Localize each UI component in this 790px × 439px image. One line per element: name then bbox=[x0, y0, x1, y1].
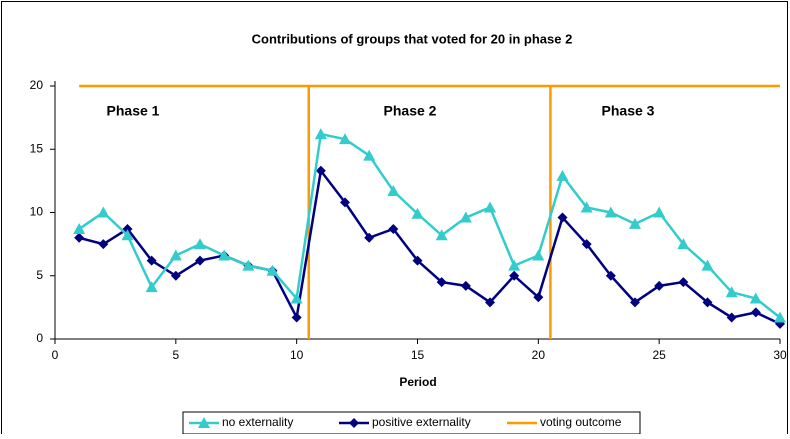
y-tick-label: 10 bbox=[30, 205, 44, 219]
x-tick-label: 10 bbox=[290, 348, 304, 362]
legend-label: voting outcome bbox=[540, 415, 622, 429]
x-tick-label: 30 bbox=[773, 348, 787, 362]
data-point bbox=[435, 229, 448, 241]
data-point bbox=[242, 259, 255, 271]
data-point bbox=[532, 249, 545, 261]
y-tick-label: 5 bbox=[36, 268, 43, 282]
data-point bbox=[581, 239, 592, 250]
data-point bbox=[363, 149, 376, 161]
data-point bbox=[97, 206, 110, 218]
y-tick-label: 0 bbox=[36, 331, 43, 345]
data-point bbox=[121, 229, 134, 241]
series-line bbox=[79, 84, 780, 339]
data-point bbox=[218, 249, 231, 261]
y-tick-label: 20 bbox=[30, 78, 44, 92]
data-point bbox=[340, 197, 350, 208]
data-point bbox=[412, 255, 423, 266]
legend-marker bbox=[349, 418, 359, 428]
legend-marker bbox=[198, 417, 210, 428]
data-point bbox=[195, 255, 205, 266]
data-point bbox=[556, 169, 569, 181]
data-point bbox=[725, 286, 738, 298]
data-point bbox=[509, 270, 520, 281]
x-tick-label: 0 bbox=[52, 348, 59, 362]
data-point bbox=[194, 238, 206, 250]
data-point bbox=[605, 270, 616, 281]
data-point bbox=[726, 312, 737, 323]
data-point bbox=[485, 297, 495, 308]
data-point bbox=[604, 206, 617, 218]
data-point bbox=[339, 133, 351, 145]
data-point bbox=[702, 297, 713, 308]
data-point bbox=[266, 264, 279, 276]
data-point bbox=[98, 239, 109, 250]
data-point bbox=[677, 238, 690, 250]
data-point bbox=[629, 217, 641, 229]
data-point bbox=[315, 165, 326, 176]
data-point bbox=[411, 207, 424, 219]
data-point bbox=[580, 201, 593, 213]
data-point bbox=[387, 184, 400, 196]
data-point bbox=[749, 292, 762, 304]
data-point bbox=[459, 211, 472, 223]
x-tick-label: 5 bbox=[172, 348, 179, 362]
data-point bbox=[169, 249, 182, 261]
data-point bbox=[170, 270, 181, 281]
data-point bbox=[654, 280, 665, 291]
legend-label: no externality bbox=[222, 415, 293, 429]
data-point bbox=[290, 292, 303, 304]
data-point bbox=[678, 277, 689, 288]
data-point bbox=[533, 292, 544, 303]
data-point bbox=[436, 277, 447, 288]
data-point bbox=[484, 201, 496, 213]
data-point bbox=[146, 255, 157, 266]
data-point bbox=[388, 223, 399, 234]
x-axis-label: Period bbox=[399, 375, 436, 389]
data-point bbox=[653, 206, 666, 218]
x-tick-label: 25 bbox=[652, 348, 666, 362]
data-point bbox=[508, 259, 521, 271]
phase-label: Phase 1 bbox=[107, 103, 160, 119]
x-tick-label: 20 bbox=[532, 348, 546, 362]
data-point bbox=[701, 259, 714, 271]
x-tick-label: 15 bbox=[411, 348, 425, 362]
data-point bbox=[460, 280, 471, 291]
phase-label: Phase 3 bbox=[602, 103, 655, 119]
y-tick-label: 15 bbox=[30, 141, 44, 155]
data-point bbox=[774, 311, 786, 323]
data-point bbox=[74, 232, 85, 243]
data-point bbox=[73, 222, 86, 234]
data-point bbox=[145, 281, 158, 293]
phase-label: Phase 2 bbox=[384, 103, 437, 119]
chart-title: Contributions of groups that voted for 2… bbox=[252, 31, 573, 46]
data-point bbox=[750, 307, 761, 318]
data-point bbox=[364, 232, 375, 243]
data-point bbox=[557, 212, 568, 223]
data-point bbox=[291, 312, 302, 323]
legend-label: positive externality bbox=[372, 415, 471, 429]
data-point bbox=[630, 297, 640, 308]
data-point bbox=[314, 128, 327, 140]
